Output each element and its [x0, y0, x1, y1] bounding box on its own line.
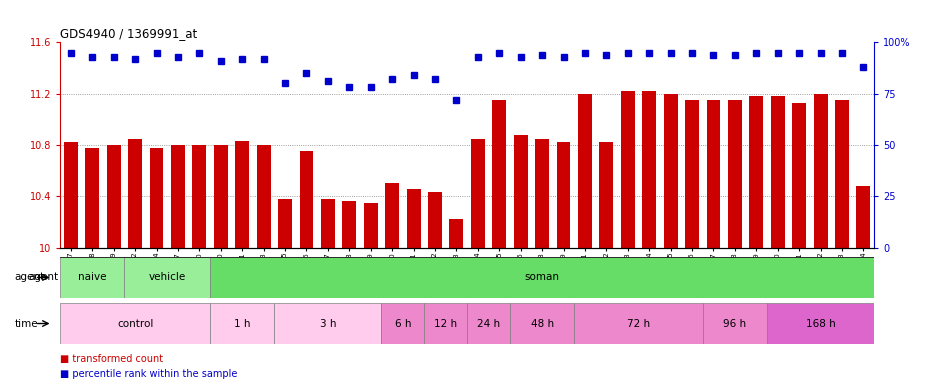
- Bar: [536, 139, 549, 248]
- Bar: [557, 142, 571, 248]
- Text: 168 h: 168 h: [806, 318, 835, 329]
- Bar: [124, 257, 210, 298]
- Bar: [425, 303, 467, 344]
- Bar: [749, 96, 763, 248]
- Text: 12 h: 12 h: [434, 318, 457, 329]
- Bar: [703, 303, 767, 344]
- Bar: [771, 96, 784, 248]
- Text: agent: agent: [28, 272, 58, 283]
- Text: 6 h: 6 h: [395, 318, 411, 329]
- Bar: [150, 147, 164, 248]
- Bar: [663, 94, 678, 248]
- Bar: [835, 100, 849, 248]
- Bar: [235, 141, 249, 248]
- Text: 96 h: 96 h: [723, 318, 746, 329]
- Bar: [407, 189, 421, 248]
- Bar: [707, 100, 721, 248]
- Bar: [492, 100, 506, 248]
- Bar: [129, 139, 142, 248]
- Bar: [792, 103, 806, 248]
- Bar: [85, 147, 99, 248]
- Bar: [471, 139, 485, 248]
- Text: naive: naive: [78, 272, 106, 283]
- Bar: [214, 145, 228, 248]
- Bar: [513, 135, 527, 248]
- Text: vehicle: vehicle: [149, 272, 186, 283]
- Bar: [171, 145, 185, 248]
- Bar: [814, 94, 828, 248]
- Text: 48 h: 48 h: [531, 318, 554, 329]
- Bar: [385, 184, 399, 248]
- Bar: [578, 94, 592, 248]
- Bar: [574, 303, 703, 344]
- Bar: [857, 186, 870, 248]
- Bar: [621, 91, 635, 248]
- Bar: [428, 192, 442, 248]
- Bar: [275, 303, 381, 344]
- Text: 3 h: 3 h: [320, 318, 336, 329]
- Text: control: control: [117, 318, 154, 329]
- Text: ■ transformed count: ■ transformed count: [60, 354, 163, 364]
- Bar: [381, 303, 425, 344]
- Bar: [256, 145, 271, 248]
- Bar: [599, 142, 613, 248]
- Bar: [106, 145, 120, 248]
- Text: ■ percentile rank within the sample: ■ percentile rank within the sample: [60, 369, 238, 379]
- Bar: [685, 100, 699, 248]
- Text: GDS4940 / 1369991_at: GDS4940 / 1369991_at: [60, 27, 197, 40]
- Bar: [767, 303, 874, 344]
- Text: 1 h: 1 h: [234, 318, 251, 329]
- Bar: [210, 303, 275, 344]
- Bar: [300, 151, 314, 248]
- Bar: [64, 142, 78, 248]
- Bar: [60, 257, 124, 298]
- Bar: [467, 303, 510, 344]
- Text: soman: soman: [524, 272, 560, 283]
- Text: time: time: [15, 318, 38, 329]
- Text: 24 h: 24 h: [477, 318, 500, 329]
- Bar: [450, 219, 463, 248]
- Bar: [321, 199, 335, 248]
- Bar: [510, 303, 574, 344]
- Text: 72 h: 72 h: [627, 318, 650, 329]
- Bar: [364, 203, 377, 248]
- Bar: [728, 100, 742, 248]
- Text: agent: agent: [15, 272, 44, 283]
- Bar: [278, 199, 292, 248]
- Bar: [210, 257, 874, 298]
- Bar: [192, 145, 206, 248]
- Bar: [60, 303, 210, 344]
- Bar: [342, 202, 356, 248]
- Bar: [642, 91, 656, 248]
